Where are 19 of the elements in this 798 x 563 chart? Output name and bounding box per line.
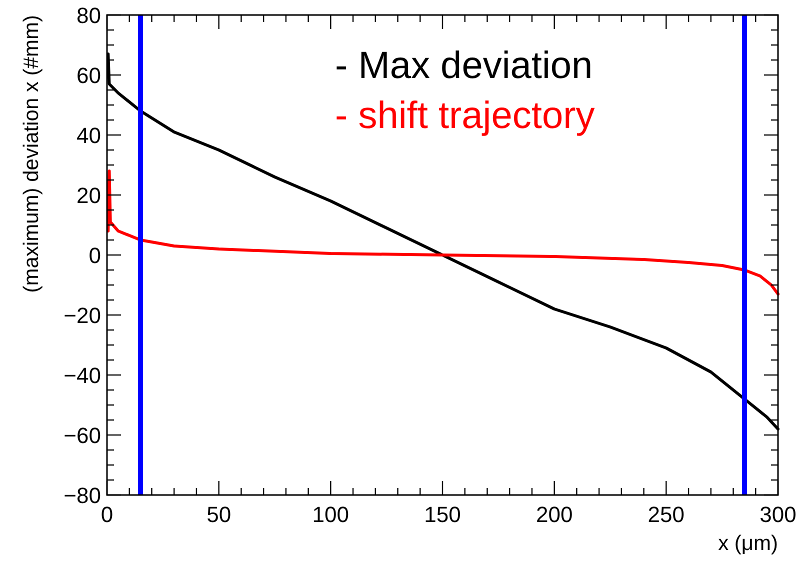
x-axis-title: x (μm) bbox=[718, 532, 778, 555]
x-tick-label: 150 bbox=[424, 502, 461, 527]
legend-label: - Max deviation bbox=[335, 45, 593, 87]
x-tick-label: 200 bbox=[536, 502, 573, 527]
y-tick-label: 0 bbox=[88, 243, 101, 268]
text: - shift trajectory bbox=[335, 95, 595, 137]
y-tick-label: 60 bbox=[76, 63, 101, 88]
y-tick-label: −60 bbox=[64, 423, 101, 448]
x-tick-label: 50 bbox=[206, 502, 232, 527]
y-tick-label: 20 bbox=[76, 183, 101, 208]
x-tick-label: 100 bbox=[312, 502, 350, 527]
x-tick-label: 250 bbox=[648, 502, 685, 527]
y-tick-label: −40 bbox=[64, 363, 101, 388]
y-tick-label: 40 bbox=[76, 123, 101, 148]
x-tick-label: 300 bbox=[760, 502, 796, 527]
y-axis-title: (maximum) deviation x (#mm) bbox=[20, 15, 43, 293]
y-tick-label: −80 bbox=[64, 483, 101, 508]
y-tick-label: −20 bbox=[64, 303, 101, 328]
y-tick-label: 80 bbox=[76, 3, 101, 28]
